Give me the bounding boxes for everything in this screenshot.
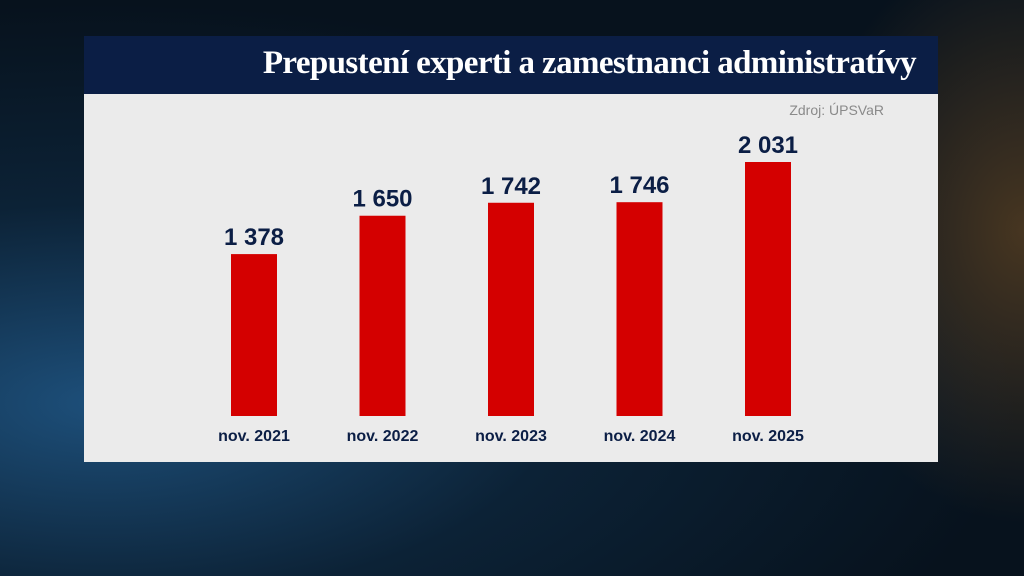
category-label: nov. 2024 <box>604 428 676 445</box>
value-label: 2 031 <box>738 132 798 159</box>
bar <box>745 162 791 416</box>
value-label: 1 378 <box>224 224 284 251</box>
chart-title: Prepustení experti a zamestnanci adminis… <box>262 45 917 81</box>
bar <box>359 215 406 416</box>
bar <box>231 254 277 416</box>
category-label: nov. 2023 <box>475 428 547 445</box>
source-label: Zdroj: ÚPSVaR <box>789 102 884 118</box>
title-bar: Prepustení experti a zamestnanci adminis… <box>84 36 938 94</box>
value-label: 1 650 <box>352 186 412 213</box>
bar-chart: 1 378 nov. 2021 1 650 nov. 2022 1 742 nov. 20… <box>218 132 804 445</box>
category-label: nov. 2022 <box>347 428 419 445</box>
value-label: 1 746 <box>609 172 669 199</box>
bar <box>488 202 534 416</box>
value-label: 1 742 <box>481 173 541 200</box>
category-label: nov. 2021 <box>218 428 290 445</box>
category-label: nov. 2025 <box>732 428 804 445</box>
bar <box>616 202 663 416</box>
chart-panel: Zdroj: ÚPSVaR 1 378 nov. 2021 1 650 nov. 20… <box>84 94 938 462</box>
